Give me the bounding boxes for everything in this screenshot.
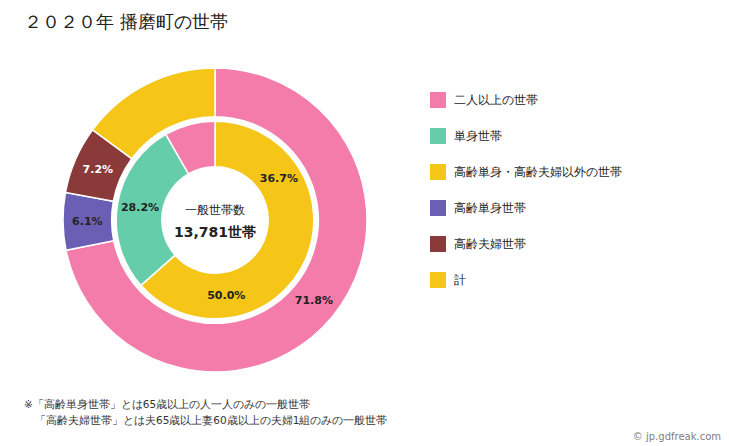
annotation: 36.7% xyxy=(260,172,298,185)
legend-swatch xyxy=(430,200,446,216)
chart: ２０２０年 播磨町の世帯 71.8% 6.1% 7.2% 28.2% 36.7% 50.0%… xyxy=(0,0,729,446)
center-text: 13,781世帯 xyxy=(174,224,256,240)
legend-swatch xyxy=(430,92,446,108)
legend-label: 単身世帯 xyxy=(454,129,502,143)
slices xyxy=(63,68,367,372)
labels: 71.8% 6.1% 7.2% 28.2% 36.7% 50.0% xyxy=(72,163,333,307)
title: ２０２０年 播磨町の世帯 xyxy=(24,11,228,32)
legend: 二人以上の世帯単身世帯高齢単身・高齢夫婦以外の世帯高齢単身世帯高齢夫婦世帯計 xyxy=(430,92,622,288)
legend-label: 高齢単身世帯 xyxy=(454,201,526,215)
slice xyxy=(166,121,215,174)
legend-swatch xyxy=(430,272,446,288)
legend-label: 二人以上の世帯 xyxy=(454,93,538,107)
note: ※「高齢単身世帯」とは65歳以上の人一人のみの一般世帯 xyxy=(24,398,310,410)
data-label: 28.2% xyxy=(121,201,159,214)
annotation: 50.0% xyxy=(207,289,245,302)
donut: 71.8% 6.1% 7.2% 28.2% 36.7% 50.0% 一般世帯数 13,781世… xyxy=(63,68,367,372)
legend-item: 計 xyxy=(430,272,466,288)
legend-swatch xyxy=(430,128,446,144)
data-label: 71.8% xyxy=(295,294,333,307)
legend-item: 単身世帯 xyxy=(430,128,502,144)
legend-label: 計 xyxy=(454,273,466,287)
legend-item: 高齢単身世帯 xyxy=(430,200,526,216)
slice xyxy=(116,134,188,285)
legend-item: 高齢夫婦世帯 xyxy=(430,236,526,252)
legend-label: 高齢単身・高齢夫婦以外の世帯 xyxy=(454,165,622,179)
legend-label: 高齢夫婦世帯 xyxy=(454,237,526,251)
watermark: © jp.gdfreak.com xyxy=(633,431,721,442)
data-label: 6.1% xyxy=(72,215,103,228)
data-label: 7.2% xyxy=(83,163,114,176)
center-text: 一般世帯数 xyxy=(185,203,245,217)
legend-swatch xyxy=(430,236,446,252)
legend-swatch xyxy=(430,164,446,180)
note: 「高齢夫婦世帯」とは夫65歳以上妻60歳以上の夫婦1組のみの一般世帯 xyxy=(24,414,387,426)
legend-item: 二人以上の世帯 xyxy=(430,92,538,108)
legend-item: 高齢単身・高齢夫婦以外の世帯 xyxy=(430,164,622,180)
slice xyxy=(63,192,114,250)
